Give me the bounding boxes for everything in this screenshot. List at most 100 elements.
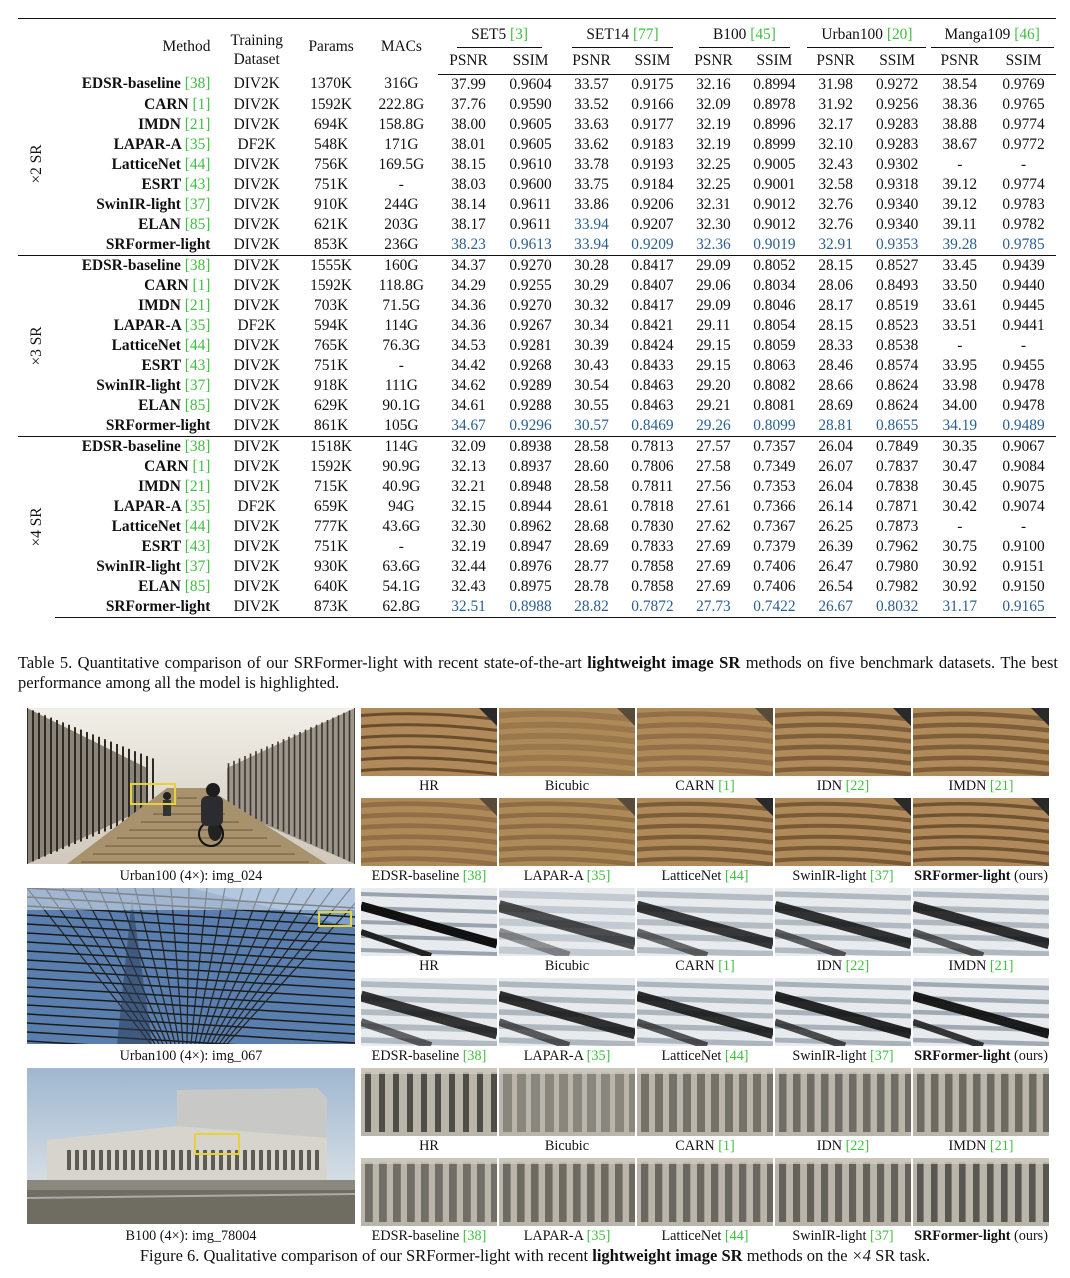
cell-macs: 43.6G <box>382 517 421 535</box>
ssim-value: 0.9084 <box>1002 457 1045 475</box>
psnr-value: 33.98 <box>942 376 978 394</box>
cell-train: DIV2K <box>233 115 280 133</box>
psnr-value: 32.19 <box>696 135 731 153</box>
method-name: SwinIR-light [37] <box>96 557 211 575</box>
method-name: CARN [1] <box>144 276 211 294</box>
ssim-value: 0.8417 <box>631 296 674 314</box>
crop-label: EDSR-baseline [38] <box>371 868 487 884</box>
crop-label: SRFormer-light (ours) <box>914 868 1048 884</box>
metric-header: SSIM <box>499 48 562 75</box>
psnr-value: 34.67 <box>451 416 486 434</box>
table-row: ELAN [85] DIV2K 640K 54.1G 32.43 0.8975 28.78 0… <box>18 577 1056 597</box>
table-row: ESRT [43] DIV2K 751K - 32.19 0.8947 28.69 0.783… <box>18 537 1056 557</box>
cell-train: DIV2K <box>233 356 280 374</box>
ssim-value: 0.9765 <box>1002 95 1045 113</box>
psnr-value: 31.98 <box>818 75 853 93</box>
ssim-value: 0.9074 <box>1002 497 1045 515</box>
psnr-value: 30.29 <box>574 276 609 294</box>
ssim-value: 0.8655 <box>876 416 919 434</box>
cell-macs: 118.8G <box>378 276 424 294</box>
method-name: CARN [1] <box>144 95 211 113</box>
ssim-value: 0.9183 <box>631 135 674 153</box>
psnr-value: 29.15 <box>696 356 731 374</box>
ssim-value: 0.9611 <box>509 215 552 233</box>
psnr-value: 32.43 <box>818 155 853 173</box>
ssim-value: 0.7806 <box>631 457 674 475</box>
psnr-value: 29.21 <box>696 396 731 414</box>
psnr-value: 33.57 <box>574 75 609 93</box>
crop-label: LAPAR-A [35] <box>523 868 611 884</box>
table-row: LAPAR-A [35] DF2K 659K 94G 32.15 0.8944 28.61 0… <box>18 497 1056 517</box>
cell-params: 918K <box>314 376 349 394</box>
crop-image <box>499 1068 635 1136</box>
ssim-value: 0.8054 <box>753 316 796 334</box>
psnr-value: 28.33 <box>818 336 853 354</box>
cell-train: DIV2K <box>233 416 280 434</box>
psnr-value: 32.76 <box>818 195 853 213</box>
psnr-value: 31.92 <box>818 95 853 113</box>
ssim-value: 0.9281 <box>509 336 552 354</box>
method-name: ELAN [85] <box>138 215 211 233</box>
table-row: LatticeNet [44] DIV2K 756K 169.5G 38.15 0.961… <box>18 155 1056 175</box>
ssim-value: 0.9075 <box>1002 477 1045 495</box>
crop-label: HR <box>419 778 439 794</box>
psnr-value: 38.67 <box>942 135 978 153</box>
ssim-value: 0.9478 <box>1002 376 1045 394</box>
psnr-value: 30.28 <box>561 254 622 276</box>
method-name: SRFormer-light <box>105 416 211 434</box>
crop-image <box>637 978 773 1046</box>
psnr-value: 32.13 <box>451 457 486 475</box>
table-row: ELAN [85] DIV2K 621K 203G 38.17 0.9611 33.94 0.… <box>18 215 1056 235</box>
ssim-value: 0.7818 <box>631 497 674 515</box>
cell-params: 1592K <box>310 457 353 475</box>
table-row: SwinIR-light [37] DIV2K 918K 111G 34.62 0.928… <box>18 376 1056 396</box>
psnr-value: 30.75 <box>942 537 978 555</box>
psnr-value: 28.69 <box>818 396 853 414</box>
ssim-value: 0.9255 <box>509 276 552 294</box>
ssim-value: 0.9272 <box>876 75 919 93</box>
crop-image <box>637 1068 773 1136</box>
cell-macs: 63.6G <box>382 557 421 575</box>
ssim-value: 0.9600 <box>509 175 552 193</box>
table-row: ESRT [43] DIV2K 751K - 38.03 0.9600 33.75 0.918… <box>18 175 1056 195</box>
cell-train: DIV2K <box>233 396 280 414</box>
table-row: IMDN [21] DIV2K 715K 40.9G 32.21 0.8948 28.58 0… <box>18 477 1056 497</box>
psnr-value: 32.44 <box>451 557 486 575</box>
ssim-value: 0.8099 <box>753 416 796 434</box>
ssim-value: 0.9613 <box>509 235 552 253</box>
ssim-value: 0.8523 <box>876 316 919 334</box>
crop-image <box>499 1158 635 1226</box>
psnr-value: 33.94 <box>574 235 609 253</box>
cell-params: 1592K <box>310 95 353 113</box>
scene-caption: Urban100 (4×): img_067 <box>119 1048 263 1064</box>
ssim-value: 0.9489 <box>1002 416 1045 434</box>
crop-label: CARN [1] <box>675 958 735 974</box>
cell-params: 873K <box>297 596 366 618</box>
psnr-value: 32.19 <box>451 537 486 555</box>
psnr-value: 28.77 <box>574 557 609 575</box>
ssim-value: 0.7357 <box>743 435 806 457</box>
crop-label: SwinIR-light [37] <box>792 1228 894 1244</box>
cell-macs: 94G <box>388 497 415 515</box>
method-name: SwinIR-light [37] <box>96 195 211 213</box>
psnr-value: 32.30 <box>696 215 731 233</box>
table-row: LAPAR-A [35] DF2K 594K 114G 34.36 0.9267 30.34… <box>18 316 1056 336</box>
crop-image <box>637 1158 773 1226</box>
cell-params: 715K <box>314 477 349 495</box>
ssim-value: 0.7406 <box>753 557 796 575</box>
crop-label: LatticeNet [44] <box>661 1048 749 1064</box>
crop-label: IMDN [21] <box>948 778 1014 794</box>
cell-train: DIV2K <box>233 175 280 193</box>
crop-image <box>361 888 497 956</box>
method-name: LatticeNet [44] <box>111 336 211 354</box>
cell-macs: 111G <box>384 376 418 394</box>
psnr-value: 34.36 <box>451 296 486 314</box>
corner-cell <box>18 18 56 74</box>
crop-label: SRFormer-light (ours) <box>914 1228 1048 1244</box>
ssim-value: 0.8407 <box>631 276 674 294</box>
ssim-value: 0.7830 <box>631 517 674 535</box>
ssim-value: 0.8976 <box>509 557 552 575</box>
ssim-value: 0.9441 <box>1002 316 1045 334</box>
cell-macs: - <box>398 356 404 374</box>
crop-label: Bicubic <box>544 958 590 974</box>
